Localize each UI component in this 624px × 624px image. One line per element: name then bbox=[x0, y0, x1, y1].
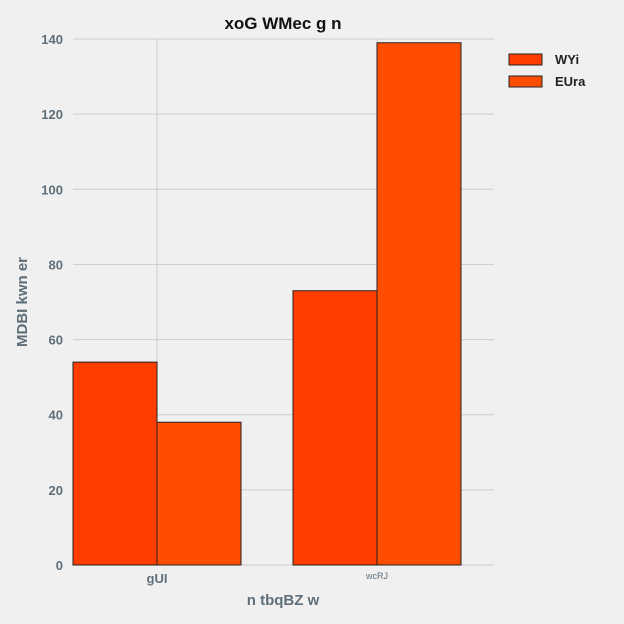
legend-swatch bbox=[508, 75, 543, 88]
legend-label: WYi bbox=[555, 52, 579, 67]
y-axis-ticks: 0 20 40 60 80 100 120 140 bbox=[41, 32, 63, 573]
bar-wyi-gui bbox=[72, 361, 158, 566]
x-axis-label: n tbqBZ w bbox=[247, 592, 320, 609]
bar-eura-gui bbox=[156, 421, 242, 566]
chart-title: xoG WMec g n bbox=[224, 14, 341, 33]
y-tick-label: 140 bbox=[41, 32, 63, 47]
legend-swatch bbox=[508, 53, 543, 66]
y-tick-label: 0 bbox=[56, 558, 63, 573]
bar-eura-wcrj bbox=[376, 42, 462, 566]
y-tick-label: 20 bbox=[49, 483, 63, 498]
y-tick-label: 100 bbox=[41, 182, 63, 197]
legend: WYi EUra bbox=[508, 52, 586, 89]
y-tick-label: 60 bbox=[49, 333, 63, 348]
legend-label: EUra bbox=[555, 74, 586, 89]
y-axis-label: MDBI kwn er bbox=[14, 257, 31, 347]
y-tick-label: 120 bbox=[41, 107, 63, 122]
bars bbox=[72, 42, 462, 566]
x-tick-label-1: wcRJ bbox=[365, 571, 388, 581]
y-tick-label: 80 bbox=[49, 257, 63, 272]
x-axis-ticks: gUI wcRJ bbox=[147, 571, 388, 586]
x-tick-label-0: gUI bbox=[147, 571, 168, 586]
y-tick-label: 40 bbox=[49, 408, 63, 423]
bar-wyi-wcrj bbox=[292, 290, 378, 566]
